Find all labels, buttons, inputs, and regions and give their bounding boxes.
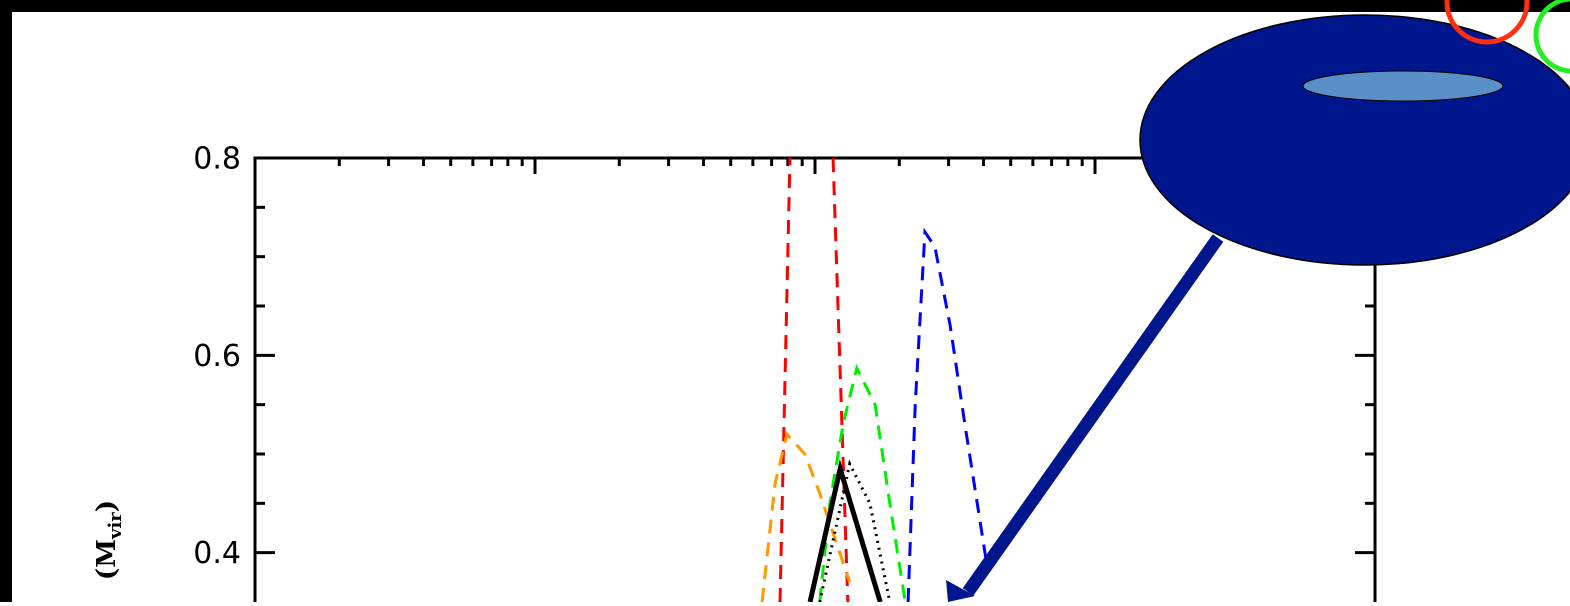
y-tick-label: 0.4 — [193, 536, 241, 571]
y-tick-label: 0.6 — [193, 339, 241, 374]
y-label-end: ) — [92, 500, 122, 512]
chart: 0.4 0.6 0.8 (Mvir) — [0, 0, 1570, 602]
frame-top — [0, 0, 1570, 12]
y-label-sub: vir — [105, 512, 126, 540]
blob — [1140, 15, 1570, 265]
y-axis-label: (Mvir) — [92, 500, 126, 580]
y-label-main: (M — [92, 539, 122, 580]
inner-ellipse — [1303, 71, 1503, 101]
y-tick-label: 0.8 — [193, 142, 241, 177]
frame-left — [0, 0, 12, 602]
